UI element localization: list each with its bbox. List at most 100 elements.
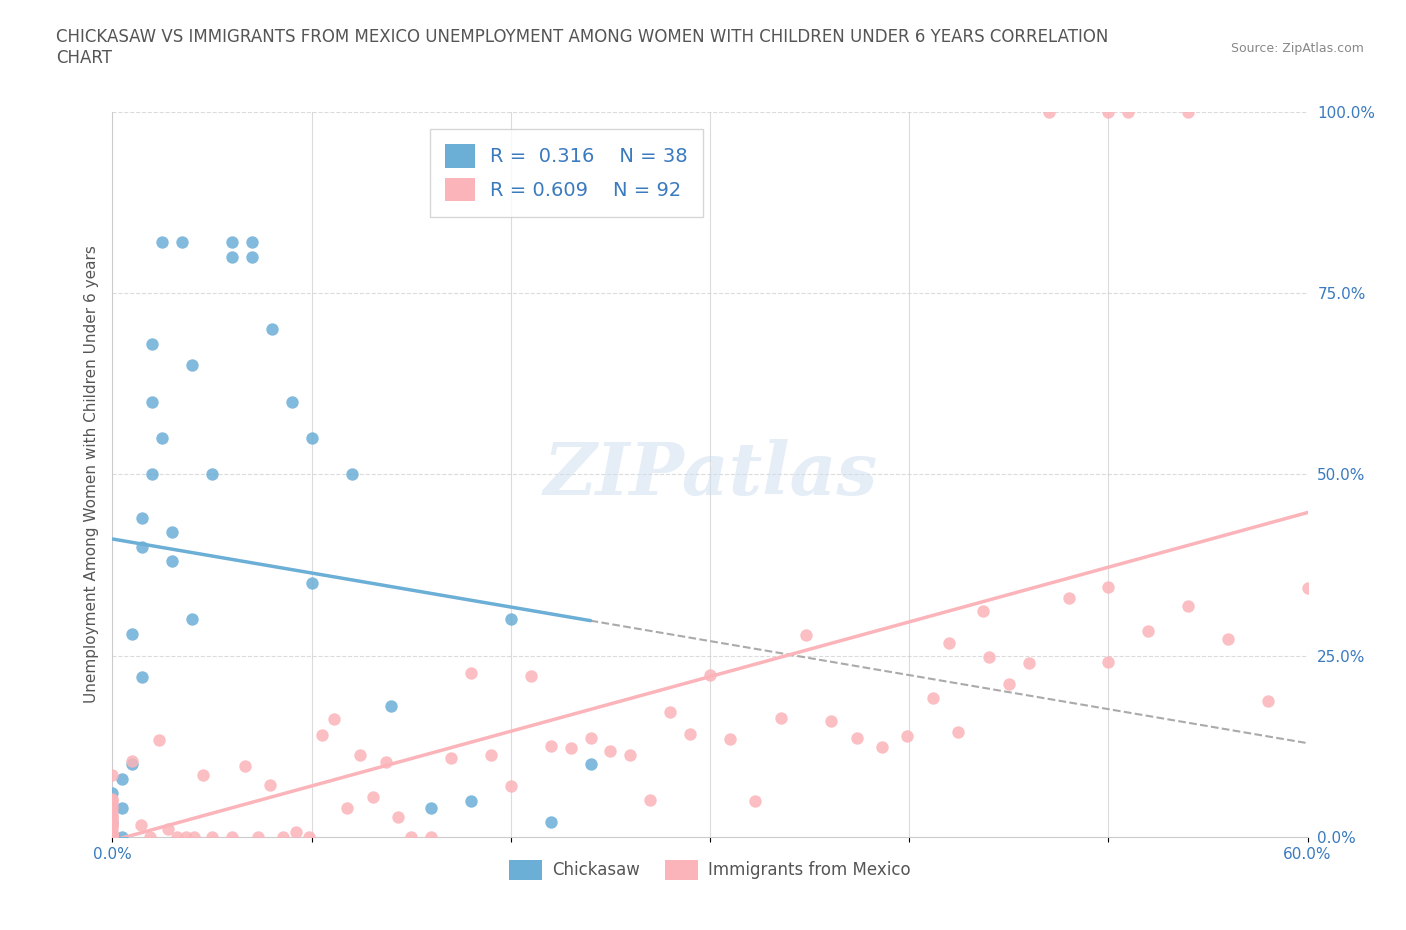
Point [259,777,281,792]
Point [121,757,143,772]
Point [336,801,359,816]
Point [420,830,443,844]
Point [101,792,124,807]
Point [285,825,308,840]
Point [141,467,163,482]
Point [699,667,721,682]
Point [101,817,124,832]
Point [271,830,294,844]
Point [870,739,893,754]
Point [201,467,224,482]
Point [340,467,363,482]
Point [156,821,179,836]
Point [101,806,124,821]
Point [1057,591,1080,605]
Point [744,793,766,808]
Point [380,699,402,714]
Point [560,740,582,755]
Point [599,743,621,758]
Point [977,649,1000,664]
Point [183,830,205,844]
Point [420,801,443,816]
Point [101,827,124,842]
Point [101,824,124,839]
Point [298,830,321,844]
Point [479,748,502,763]
Legend: Chickasaw, Immigrants from Mexico: Chickasaw, Immigrants from Mexico [502,853,918,886]
Point [301,431,323,445]
Point [111,830,134,844]
Point [579,757,602,772]
Point [172,234,194,249]
Point [101,815,124,830]
Point [101,786,124,801]
Point [240,249,263,264]
Point [141,394,163,409]
Point [131,539,153,554]
Point [221,830,243,844]
Point [640,792,662,807]
Point [540,738,562,753]
Point [1257,694,1279,709]
Point [845,731,868,746]
Text: Source: ZipAtlas.com: Source: ZipAtlas.com [1230,42,1364,55]
Point [520,669,543,684]
Point [1097,104,1119,119]
Point [281,394,304,409]
Point [619,748,641,763]
Point [150,234,173,249]
Point [101,830,124,844]
Text: CHICKASAW VS IMMIGRANTS FROM MEXICO UNEMPLOYMENT AMONG WOMEN WITH CHILDREN UNDER: CHICKASAW VS IMMIGRANTS FROM MEXICO UNEM… [56,28,1108,67]
Point [101,813,124,828]
Point [166,830,188,844]
Point [101,767,124,782]
Point [131,670,153,684]
Point [972,604,994,618]
Point [374,754,396,769]
Point [361,790,384,804]
Point [1216,631,1239,646]
Point [240,234,263,249]
Point [201,830,224,844]
Point [938,636,960,651]
Point [139,830,162,844]
Point [1018,656,1040,671]
Point [1296,580,1319,595]
Point [260,322,283,337]
Point [101,827,124,842]
Point [896,728,918,743]
Point [1038,104,1060,119]
Point [246,830,269,844]
Point [101,829,124,844]
Point [221,249,243,264]
Point [998,676,1021,691]
Point [301,576,323,591]
Point [349,747,371,762]
Point [769,711,792,725]
Point [181,358,204,373]
Point [946,724,969,739]
Point [148,733,170,748]
Point [101,801,124,816]
Point [162,525,183,539]
Point [401,830,423,844]
Point [387,809,409,824]
Point [499,778,522,793]
Point [193,767,215,782]
Point [679,727,702,742]
Point [659,705,682,720]
Y-axis label: Unemployment Among Women with Children Under 6 years: Unemployment Among Women with Children U… [83,246,98,703]
Point [794,628,817,643]
Point [101,828,124,843]
Point [499,612,522,627]
Point [101,830,124,844]
Point [1137,624,1160,639]
Point [1097,580,1119,595]
Point [101,809,124,824]
Point [1118,104,1140,119]
Point [162,554,183,569]
Point [820,713,842,728]
Point [101,810,124,825]
Point [121,627,143,642]
Point [323,711,346,726]
